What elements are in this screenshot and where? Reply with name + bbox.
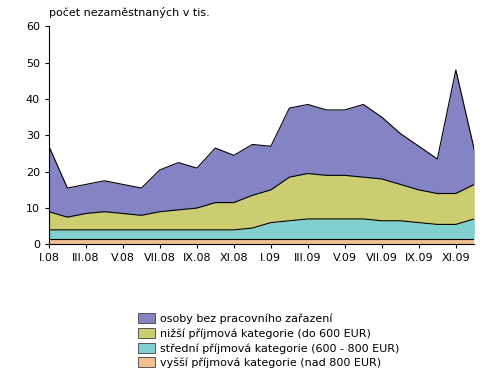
Legend: osoby bez pracovního zařazení, nižší příjmová kategorie (do 600 EUR), střední př: osoby bez pracovního zařazení, nižší pří… <box>136 311 401 370</box>
Text: počet nezaměstnaných v tis.: počet nezaměstnaných v tis. <box>49 7 209 18</box>
